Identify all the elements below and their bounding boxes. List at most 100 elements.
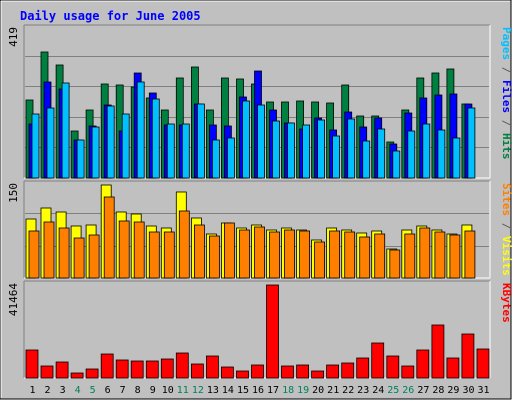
bar-sites-day-10 bbox=[163, 231, 175, 279]
x-axis-ticks: 1 2 3 4 5 6 7 8 9 10 11 12 13 14 15 16 17 18 19 20 21 22 23 24 2… bbox=[29, 385, 489, 396]
visits-panel-series-label-part-0: Sites bbox=[500, 183, 512, 216]
x-tick-label-day-28: 28 bbox=[432, 385, 444, 396]
bar-kbytes-day-18 bbox=[281, 365, 294, 379]
kbytes-panel-max-label: 41464 bbox=[7, 283, 20, 316]
bar-pages-day-18 bbox=[287, 122, 295, 179]
bar-kbytes-day-6 bbox=[100, 353, 114, 379]
bar-kbytes-day-20 bbox=[311, 370, 325, 379]
visits-panel-max-label: 150 bbox=[7, 183, 20, 203]
bar-pages-day-27 bbox=[422, 123, 431, 179]
hits-panel-max-label: 419 bbox=[7, 27, 20, 47]
bar-pages-day-4 bbox=[76, 139, 85, 179]
bar-sites-day-5 bbox=[88, 234, 100, 279]
x-tick-label-day-2: 2 bbox=[44, 385, 50, 396]
bar-kbytes-day-29 bbox=[446, 357, 460, 379]
bar-sites-day-2 bbox=[43, 221, 55, 279]
bar-sites-day-6 bbox=[103, 196, 115, 279]
x-tick-label-day-27: 27 bbox=[417, 385, 429, 396]
chart-panels: 419 150 41464 Pages / Files / Hits Sites / V… bbox=[7, 24, 512, 379]
bar-kbytes-day-5 bbox=[85, 368, 99, 379]
x-tick-label-day-10: 10 bbox=[162, 385, 174, 396]
bar-pages-day-5 bbox=[91, 126, 100, 179]
bar-pages-day-25 bbox=[392, 150, 401, 179]
bar-pages-day-21 bbox=[332, 135, 341, 179]
visits-panel-series-label-part-1: / bbox=[500, 216, 512, 236]
bar-kbytes-day-13 bbox=[205, 355, 219, 379]
x-tick-label-day-11: 11 bbox=[177, 385, 189, 396]
bar-sites-day-23 bbox=[359, 236, 371, 279]
bar-kbytes-day-26 bbox=[401, 365, 415, 379]
bar-pages-day-29 bbox=[452, 137, 461, 179]
bar-sites-day-8 bbox=[133, 221, 145, 279]
bar-kbytes-day-4 bbox=[70, 372, 84, 379]
bar-kbytes-day-9 bbox=[145, 360, 159, 379]
hits-panel-series-label-part-2: Files bbox=[500, 80, 512, 113]
x-tick-label-day-19: 19 bbox=[297, 385, 309, 396]
bar-pages-day-1 bbox=[31, 113, 40, 179]
bar-kbytes-day-1 bbox=[25, 349, 39, 379]
bar-kbytes-day-24 bbox=[371, 342, 385, 379]
x-tick-label-day-31: 31 bbox=[477, 385, 489, 396]
bar-sites-day-15 bbox=[239, 229, 250, 279]
bar-pages-day-2 bbox=[46, 107, 55, 179]
kbytes-panel-series-label-part-0: KBytes bbox=[500, 283, 512, 323]
bar-pages-day-28 bbox=[437, 129, 446, 179]
x-tick-label-day-23: 23 bbox=[357, 385, 369, 396]
hits-panel-series-label-part-1: / bbox=[500, 60, 512, 80]
bar-sites-day-12 bbox=[193, 224, 205, 279]
bar-sites-day-13 bbox=[208, 235, 220, 279]
bar-pages-day-13 bbox=[211, 139, 220, 179]
x-tick-label-day-3: 3 bbox=[60, 385, 66, 396]
bar-pages-day-3 bbox=[61, 82, 70, 179]
bar-kbytes-day-25 bbox=[386, 355, 400, 379]
bar-kbytes-day-7 bbox=[115, 359, 129, 379]
bar-pages-day-12 bbox=[196, 103, 205, 179]
bar-sites-day-18 bbox=[284, 229, 295, 279]
hits-panel: 419 bbox=[7, 24, 491, 179]
bar-kbytes-day-28 bbox=[431, 324, 445, 379]
x-tick-label-day-20: 20 bbox=[312, 385, 324, 396]
bar-sites-day-26 bbox=[404, 233, 416, 279]
bar-pages-day-23 bbox=[362, 140, 371, 179]
bar-kbytes-day-2 bbox=[40, 365, 54, 379]
x-tick-label-day-9: 9 bbox=[150, 385, 156, 396]
bar-sites-day-25 bbox=[389, 249, 401, 279]
x-tick-label-day-14: 14 bbox=[222, 385, 234, 396]
x-tick-label-day-7: 7 bbox=[120, 385, 126, 396]
bar-sites-day-7 bbox=[118, 220, 130, 279]
bar-sites-day-9 bbox=[148, 231, 160, 279]
bar-pages-day-15 bbox=[242, 100, 250, 179]
bar-kbytes-day-21 bbox=[326, 364, 340, 379]
bar-kbytes-day-19 bbox=[296, 364, 310, 379]
bar-sites-day-16 bbox=[254, 226, 265, 279]
x-tick-label-day-15: 15 bbox=[237, 385, 249, 396]
bar-sites-day-19 bbox=[299, 230, 311, 279]
bar-pages-day-11 bbox=[181, 123, 190, 179]
bar-kbytes-day-16 bbox=[251, 364, 264, 379]
bar-sites-day-3 bbox=[58, 227, 70, 279]
visits-panel-series-label: Sites / Visits bbox=[500, 183, 512, 276]
x-tick-label-day-22: 22 bbox=[342, 385, 354, 396]
x-tick-label-day-13: 13 bbox=[207, 385, 219, 396]
bar-kbytes-day-17 bbox=[266, 284, 279, 379]
bar-pages-day-17 bbox=[272, 120, 280, 179]
bar-sites-day-29 bbox=[449, 234, 461, 279]
kbytes-panel: 41464 bbox=[7, 280, 491, 379]
bar-sites-day-22 bbox=[344, 231, 356, 279]
bar-kbytes-day-12 bbox=[190, 363, 204, 379]
bar-sites-day-20 bbox=[314, 241, 326, 279]
visits-panel-series-label-part-2: Visits bbox=[500, 236, 512, 276]
x-tick-label-day-17: 17 bbox=[267, 385, 279, 396]
bar-kbytes-day-14 bbox=[220, 366, 234, 379]
bar-kbytes-day-30 bbox=[461, 333, 475, 379]
x-tick-label-day-18: 18 bbox=[282, 385, 294, 396]
bar-pages-day-20 bbox=[317, 119, 326, 179]
bar-pages-day-6 bbox=[106, 105, 115, 179]
hits-panel-series-label-part-3: / bbox=[500, 113, 512, 133]
bar-sites-day-17 bbox=[269, 231, 280, 279]
bar-pages-day-9 bbox=[151, 98, 160, 179]
bar-pages-day-24 bbox=[377, 128, 386, 179]
bar-pages-day-26 bbox=[407, 130, 416, 179]
x-tick-label-day-21: 21 bbox=[327, 385, 339, 396]
